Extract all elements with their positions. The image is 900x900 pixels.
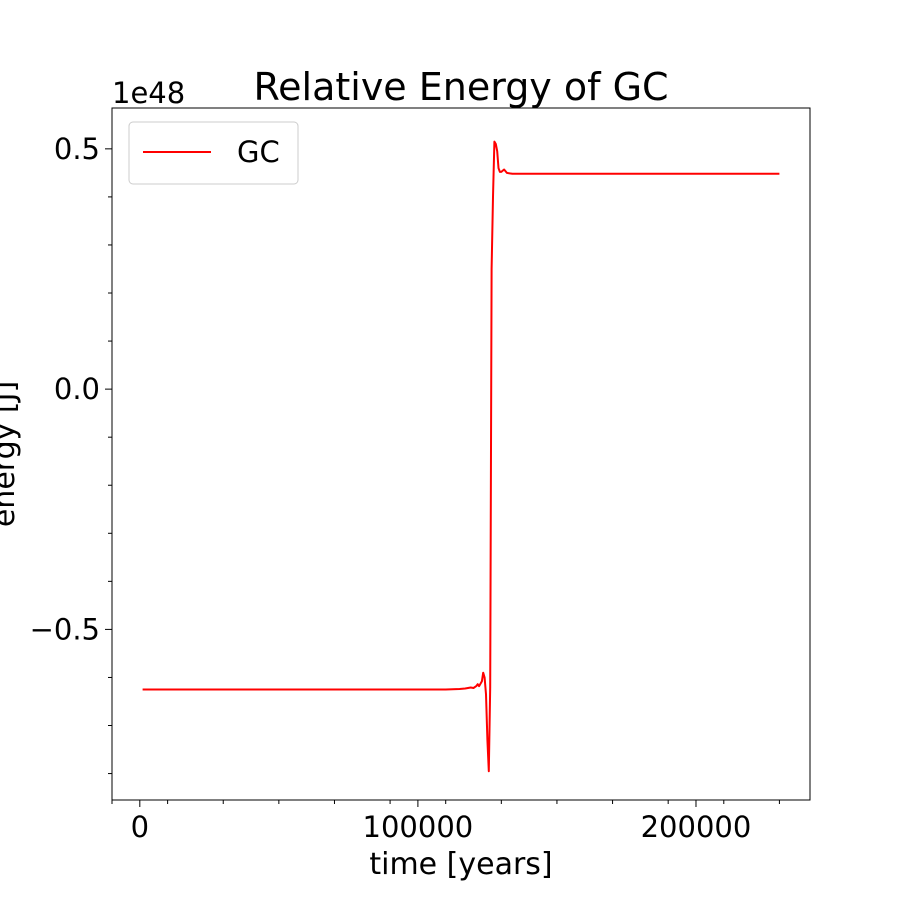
series-line-gc	[142, 140, 780, 773]
y-tick-label: 0.0	[54, 372, 100, 406]
y-tick-label: 0.5	[54, 132, 100, 166]
chart-title: Relative Energy of GC	[253, 65, 668, 109]
legend-label-gc: GC	[237, 135, 280, 169]
y-offset-text: 1e48	[112, 76, 185, 110]
plot-background	[112, 108, 810, 800]
x-tick-label: 0	[131, 810, 149, 844]
y-axis-label: energy [J]	[0, 381, 22, 527]
series-layer	[142, 140, 780, 773]
legend-box	[128, 121, 299, 185]
x-tick-label: 200000	[641, 810, 752, 844]
legend: GC	[128, 121, 299, 185]
x-axis-label: time [years]	[369, 847, 552, 882]
y-tick-label: −0.5	[30, 612, 100, 646]
axis-layer: 0 100000 200000 −0.5 0.0 0.5	[30, 132, 780, 844]
plot-frame	[111, 107, 811, 801]
x-tick-label: 100000	[363, 810, 474, 844]
